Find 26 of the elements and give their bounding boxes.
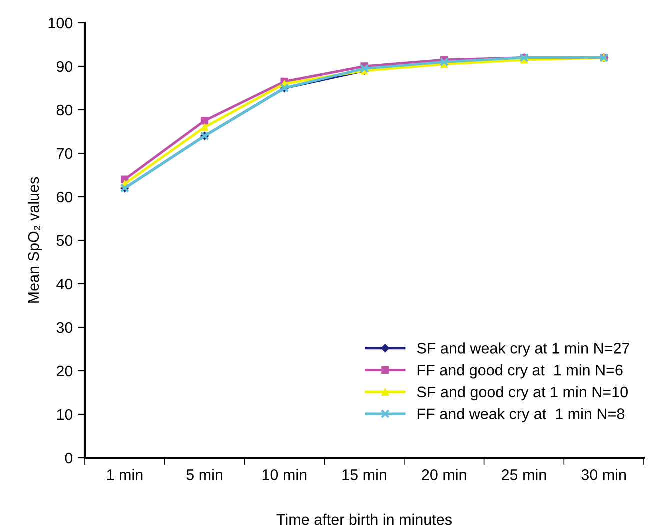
y-tick-label: 20 bbox=[56, 366, 73, 377]
x-axis-title: Time after birth in minutes bbox=[276, 514, 452, 525]
x-tick-label: 30 min bbox=[582, 469, 626, 480]
y-tick-label: 60 bbox=[56, 192, 73, 203]
legend-label: SF and good cry at 1 min N=10 bbox=[417, 386, 628, 401]
legend-label: FF and weak cry at 1 min N=8 bbox=[418, 408, 624, 422]
y-tick-label: 10 bbox=[57, 409, 73, 420]
y-tick-label: 100 bbox=[48, 18, 73, 29]
x-tick-label: 15 min bbox=[342, 469, 386, 480]
y-tick-label: 40 bbox=[56, 278, 73, 290]
point bbox=[200, 117, 209, 125]
x-tick-label: 1 min bbox=[107, 469, 143, 480]
point bbox=[200, 124, 209, 132]
x-tick-label: 25 min bbox=[502, 469, 546, 480]
y-tick-label: 30 bbox=[56, 322, 73, 334]
y-tick-label: 50 bbox=[56, 235, 73, 246]
legend-label: FF and good cry at 1 min N=6 bbox=[418, 364, 623, 379]
y-axis-title: Mean SpO₂ values bbox=[28, 177, 42, 303]
y-tick-label: 70 bbox=[56, 148, 73, 160]
legend-label: SF and weak cry at 1 min N=27 bbox=[417, 342, 630, 357]
y-tick-label: 90 bbox=[56, 61, 73, 72]
x-tick-label: 5 min bbox=[186, 469, 222, 480]
y-tick-label: 80 bbox=[56, 104, 73, 116]
x-tick-label: 10 min bbox=[262, 469, 307, 480]
y-tick-label: 0 bbox=[65, 452, 73, 464]
x-tick-label: 20 min bbox=[422, 469, 466, 480]
